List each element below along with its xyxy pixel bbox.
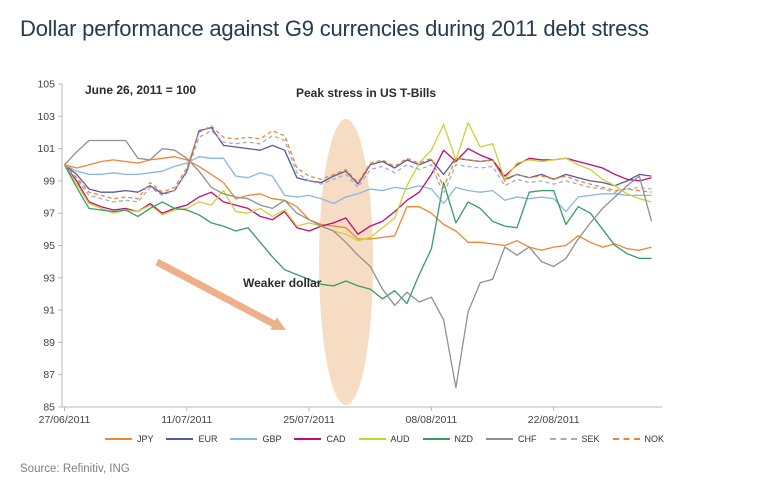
legend-label-sek: SEK [581,434,600,444]
y-axis-tick-label: 103 [37,111,55,123]
series-line-aud [63,122,652,242]
series-line-sek [64,130,652,203]
series-line-eur [64,126,652,195]
series-line-gbp [64,156,652,213]
legend-swatch-sek [549,438,577,440]
x-axis-tick-label: 25/07/2011 [283,414,335,426]
y-axis-tick-label: 105 [37,79,55,91]
legend-label-cad: CAD [326,434,346,444]
series-line-nzd [63,164,652,305]
legend-label-chf: CHF [518,434,537,444]
legend-item-aud: AUD [358,434,410,444]
series-line-nok [64,125,652,200]
legend-item-sek: SEK [549,434,600,444]
y-axis-tick-label: 95 [43,240,55,252]
legend-swatch-cad [294,438,322,440]
legend-swatch-aud [358,438,386,440]
weaker-dollar-arrow-shaft [155,258,276,328]
legend-item-gbp: GBP [230,434,281,444]
x-axis-tick-label: 22/08/2011 [528,414,580,426]
series-line-jpy [64,156,652,251]
legend-swatch-nzd [422,438,450,440]
series-line-chf [64,139,653,389]
legend-item-jpy: JPY [104,434,154,444]
chart-legend: JPY EUR GBP CAD AUD NZD CHF SEK NOK [0,434,769,444]
source-note: Source: Refinitiv, ING [20,463,130,475]
y-axis-tick-label: 97 [43,208,55,220]
legend-label-aud: AUD [390,434,410,444]
legend-item-chf: CHF [486,434,537,444]
base-note-annotation: June 26, 2011 = 100 [85,83,196,97]
legend-swatch-gbp [230,438,258,440]
y-axis-tick-label: 91 [43,305,55,317]
y-axis-tick-label: 85 [43,402,55,414]
y-axis-tick-label: 89 [43,337,55,349]
legend-item-cad: CAD [294,434,346,444]
page-title: Dollar performance against G9 currencies… [20,16,649,41]
legend-label-eur: EUR [198,434,218,444]
legend-label-nzd: NZD [454,434,474,444]
y-axis-tick-label: 99 [43,175,55,187]
peak-stress-highlight-ellipse [319,119,373,405]
x-axis-tick-label: 11/07/2011 [161,414,212,426]
x-axis-tick-label: 08/08/2011 [406,414,458,426]
y-axis-tick-label: 87 [43,369,55,381]
peak-stress-annotation: Peak stress in US T-Bills [296,86,436,100]
legend-item-nok: NOK [612,434,665,444]
x-axis-tick-label: 27/06/2011 [39,414,91,426]
legend-label-gbp: GBP [262,434,282,444]
legend-item-nzd: NZD [422,434,474,444]
legend-swatch-jpy [104,438,132,440]
weaker-dollar-annotation: Weaker dollar [243,276,322,290]
legend-label-jpy: JPY [136,434,154,444]
weaker-dollar-arrow-head [270,317,286,330]
legend-swatch-eur [166,438,194,440]
legend-swatch-nok [612,438,640,440]
legend-swatch-chf [486,438,514,440]
legend-label-nok: NOK [644,434,665,444]
legend-item-eur: EUR [166,434,217,444]
y-axis-tick-label: 93 [43,272,55,284]
y-axis-tick-label: 101 [37,143,55,155]
